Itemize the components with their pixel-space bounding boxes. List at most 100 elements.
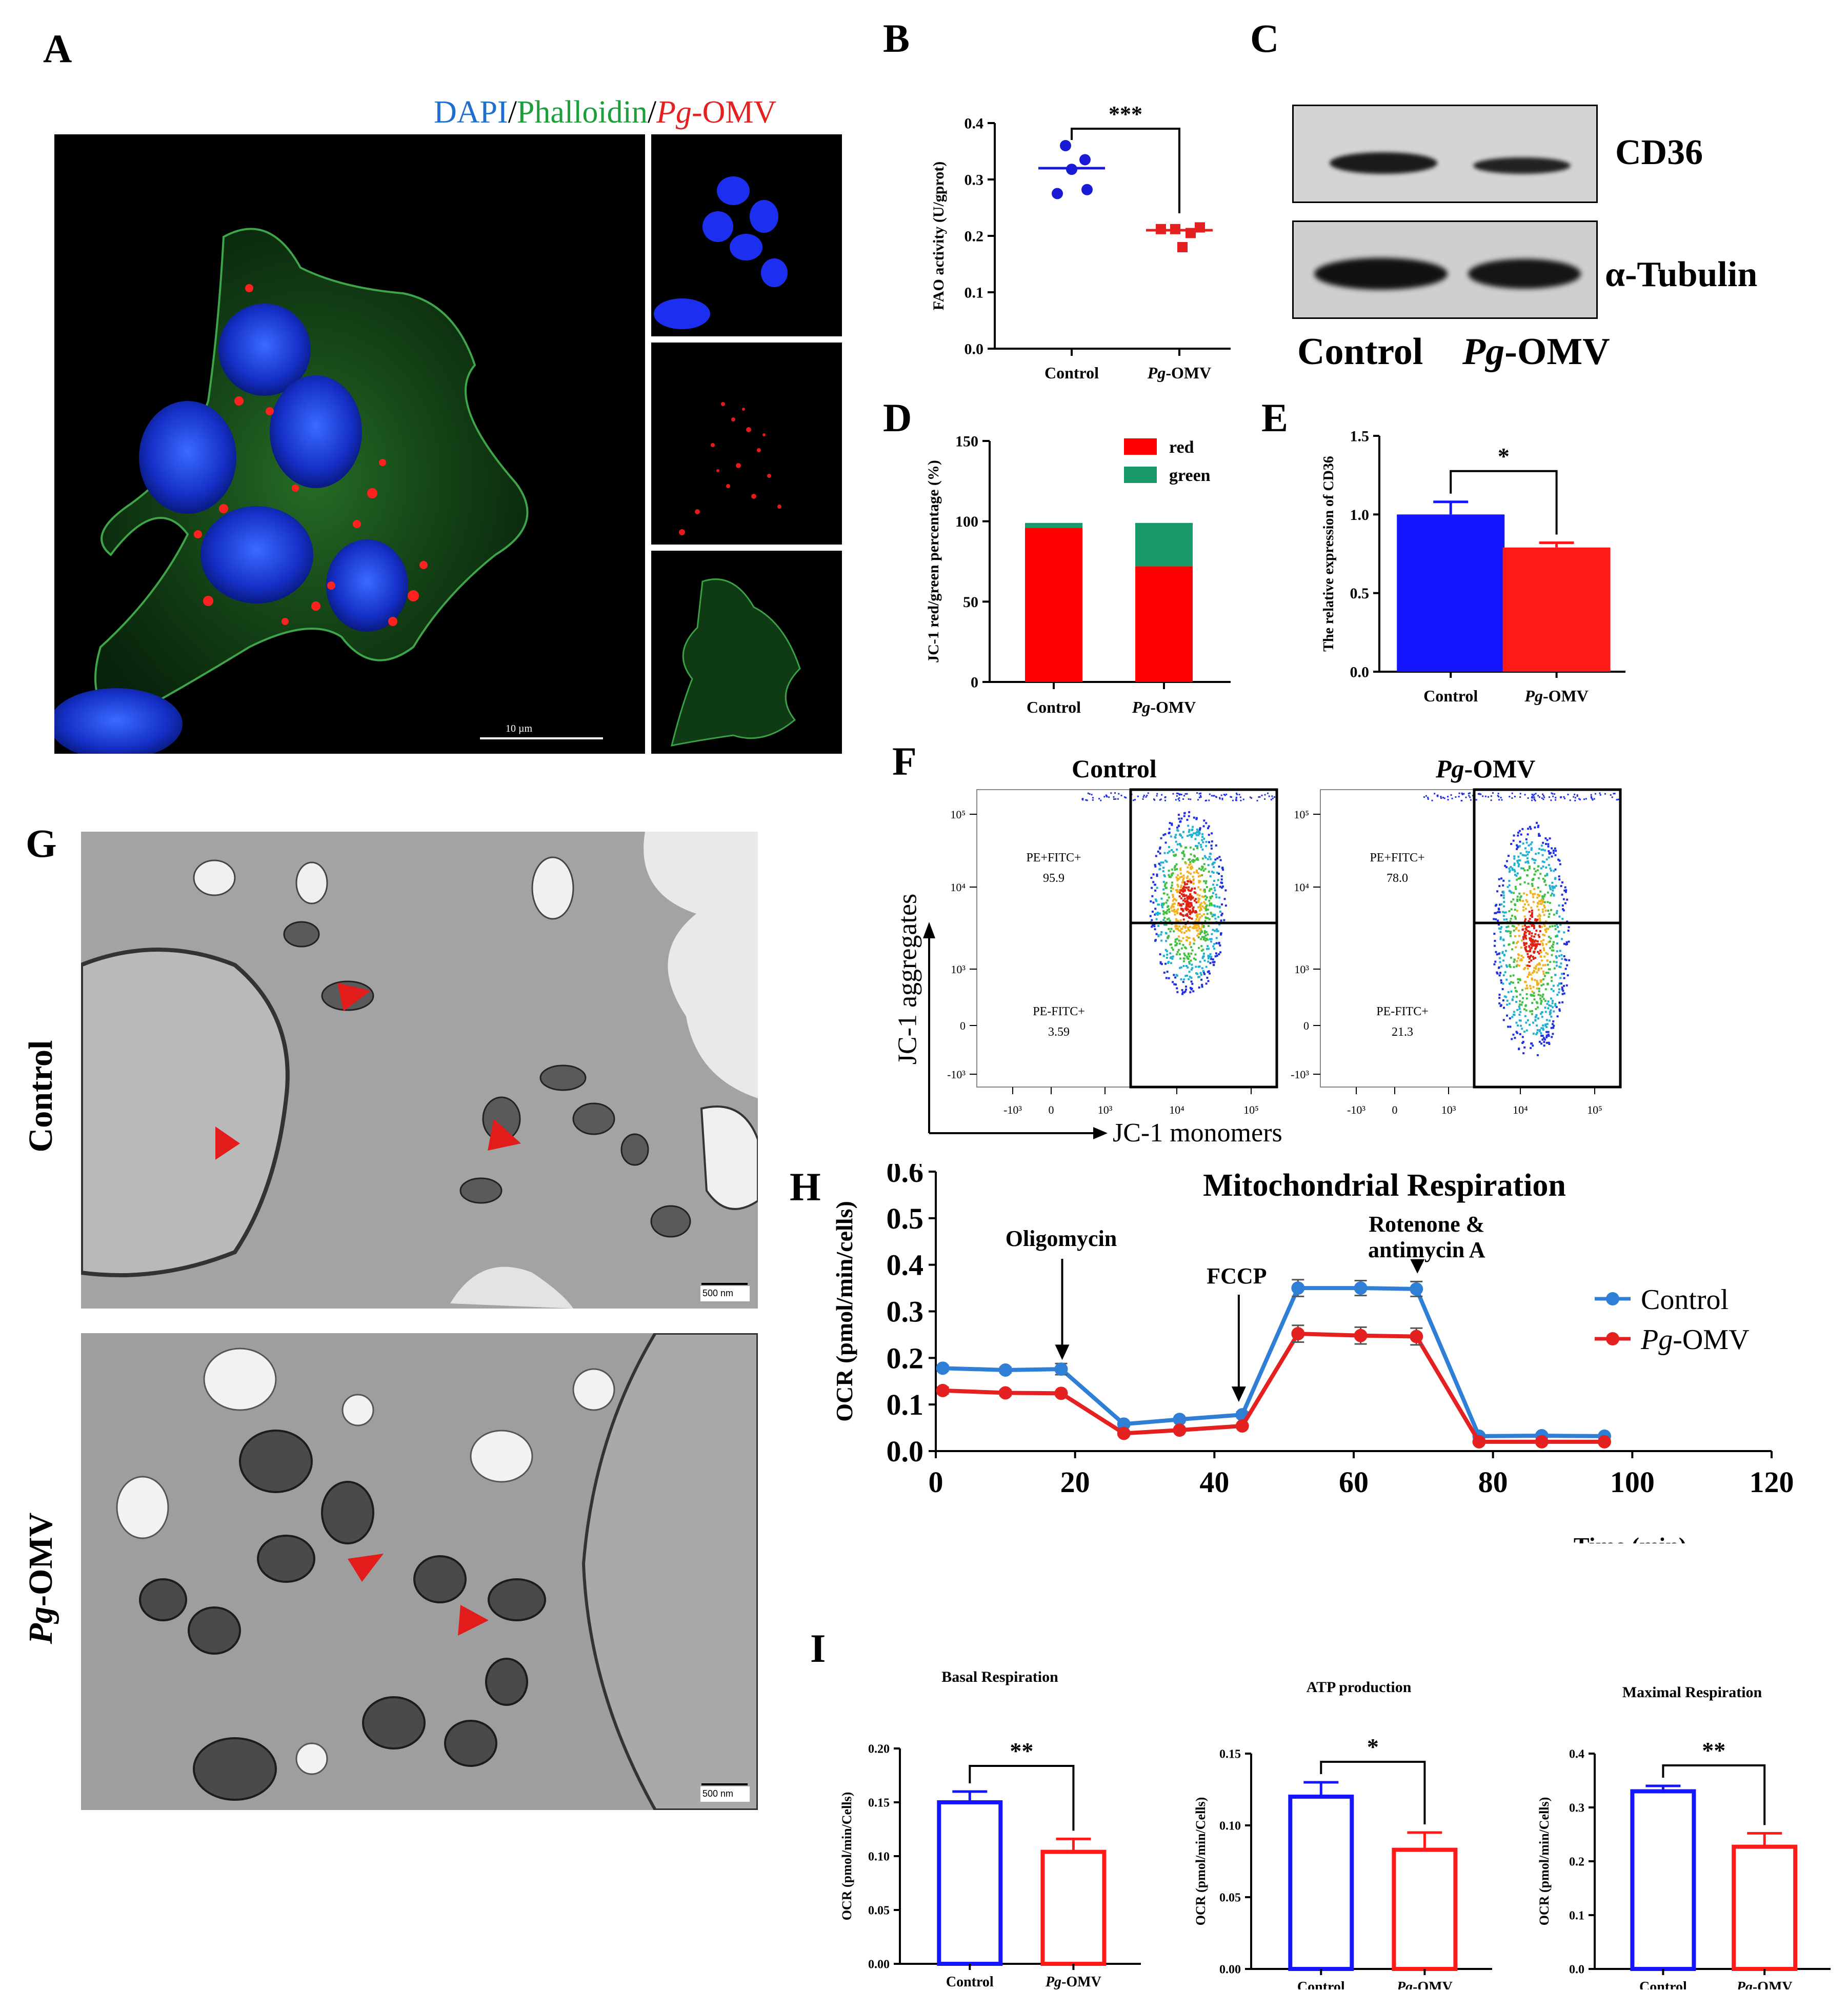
flow-event bbox=[1500, 894, 1502, 897]
chart-title: Mitochondrial Respiration bbox=[1203, 1168, 1566, 1203]
flow-event bbox=[1167, 937, 1169, 939]
flow-event bbox=[1177, 874, 1179, 876]
flow-event bbox=[1550, 1027, 1553, 1029]
flow-event bbox=[1496, 971, 1498, 974]
stacked-bar-segment bbox=[1025, 522, 1082, 528]
flow-event bbox=[1545, 972, 1548, 974]
flow-event bbox=[1177, 904, 1179, 907]
flow-event bbox=[1502, 938, 1504, 941]
flow-event bbox=[1495, 918, 1497, 920]
flow-event bbox=[1541, 901, 1544, 903]
flow-event bbox=[1175, 799, 1177, 801]
flow-event bbox=[1202, 955, 1205, 957]
flow-event bbox=[1197, 875, 1200, 878]
flow-event bbox=[1199, 875, 1202, 877]
flow-event bbox=[1535, 943, 1537, 946]
flow-event bbox=[1179, 842, 1181, 845]
flow-event bbox=[1159, 799, 1161, 801]
flow-event bbox=[1552, 795, 1554, 797]
flow-event bbox=[1180, 893, 1183, 895]
flow-event bbox=[1532, 1032, 1535, 1035]
flow-event bbox=[1554, 854, 1557, 856]
flow-event bbox=[1526, 964, 1529, 967]
bar bbox=[1502, 547, 1611, 672]
flow-event bbox=[1182, 850, 1184, 853]
flow-event bbox=[1537, 1017, 1539, 1020]
flow-event bbox=[1562, 909, 1565, 912]
flow-event bbox=[1542, 939, 1545, 941]
flow-cytometry-plots: PE+FITC+95.9PE-FITC+3.5910⁵10⁴10³0-10³-1… bbox=[923, 788, 1622, 1139]
flow-event bbox=[1173, 908, 1176, 911]
flow-event bbox=[1531, 1042, 1533, 1044]
flow-event bbox=[1201, 967, 1203, 970]
flow-event bbox=[1187, 897, 1189, 900]
significance-label: * bbox=[1367, 1734, 1379, 1760]
flow-event bbox=[1550, 1009, 1552, 1012]
flow-event bbox=[1201, 839, 1203, 841]
flow-event bbox=[1185, 988, 1188, 991]
flow-event bbox=[1532, 896, 1535, 898]
flow-event bbox=[1477, 793, 1479, 795]
flow-event bbox=[1219, 910, 1222, 913]
flow-event bbox=[1220, 794, 1222, 796]
flow-event bbox=[1504, 911, 1507, 914]
flow-event bbox=[1525, 997, 1528, 1000]
flow-event bbox=[1203, 953, 1206, 955]
y-tick-label: 0.15 bbox=[1219, 1747, 1241, 1761]
flow-event bbox=[1537, 943, 1539, 946]
flow-event bbox=[1542, 1037, 1545, 1039]
flow-event bbox=[1217, 916, 1220, 918]
flow-event bbox=[1201, 983, 1203, 986]
flow-event bbox=[1166, 971, 1169, 973]
flow-event bbox=[1537, 934, 1540, 936]
flow-event bbox=[1530, 1047, 1532, 1049]
flow-event bbox=[1562, 973, 1565, 975]
flow-event bbox=[1221, 867, 1224, 869]
flow-event bbox=[1525, 942, 1528, 944]
flow-event bbox=[1180, 875, 1183, 878]
flow-event bbox=[1194, 920, 1196, 923]
flow-event bbox=[1192, 909, 1194, 912]
flow-event bbox=[1555, 1005, 1558, 1008]
flow-event bbox=[1200, 938, 1202, 940]
flow-event bbox=[1553, 967, 1556, 970]
flow-event bbox=[1535, 919, 1538, 922]
flow-event bbox=[1170, 890, 1172, 892]
flow-event bbox=[1159, 864, 1161, 867]
flow-event bbox=[1175, 944, 1178, 947]
flow-event bbox=[1536, 821, 1538, 824]
flow-event bbox=[1518, 845, 1521, 848]
flow-event bbox=[1176, 827, 1179, 829]
flow-event bbox=[1161, 794, 1163, 796]
flow-event bbox=[1506, 860, 1509, 862]
flow-event bbox=[1523, 1046, 1526, 1049]
data-point bbox=[936, 1383, 950, 1397]
flow-event bbox=[1267, 792, 1269, 794]
flow-event bbox=[1185, 894, 1188, 897]
flow-event bbox=[1538, 833, 1540, 835]
flow-event bbox=[1524, 924, 1526, 927]
bar bbox=[1732, 1844, 1798, 1971]
flow-event bbox=[1192, 927, 1194, 929]
flow-event bbox=[1463, 793, 1465, 795]
flow-event bbox=[1521, 939, 1523, 942]
flow-event bbox=[1517, 865, 1520, 868]
flow-event bbox=[1213, 930, 1216, 932]
flow-event bbox=[1536, 981, 1538, 984]
flow-event bbox=[1179, 820, 1182, 822]
data-point bbox=[1535, 1435, 1549, 1449]
flow-event bbox=[1537, 967, 1540, 970]
flow-event bbox=[1538, 1030, 1541, 1033]
flow-event bbox=[1274, 796, 1276, 798]
flow-event bbox=[1536, 896, 1539, 899]
flow-event bbox=[1191, 888, 1193, 890]
flow-event bbox=[1189, 913, 1191, 915]
flow-event bbox=[1176, 890, 1179, 893]
flow-event bbox=[1188, 811, 1191, 813]
flow-event bbox=[1529, 826, 1531, 828]
flow-event bbox=[1526, 967, 1529, 970]
chart-title: ATP production bbox=[1307, 1679, 1412, 1696]
flow-event bbox=[1198, 842, 1200, 844]
flow-event bbox=[1550, 976, 1553, 979]
flow-event bbox=[1150, 900, 1152, 902]
